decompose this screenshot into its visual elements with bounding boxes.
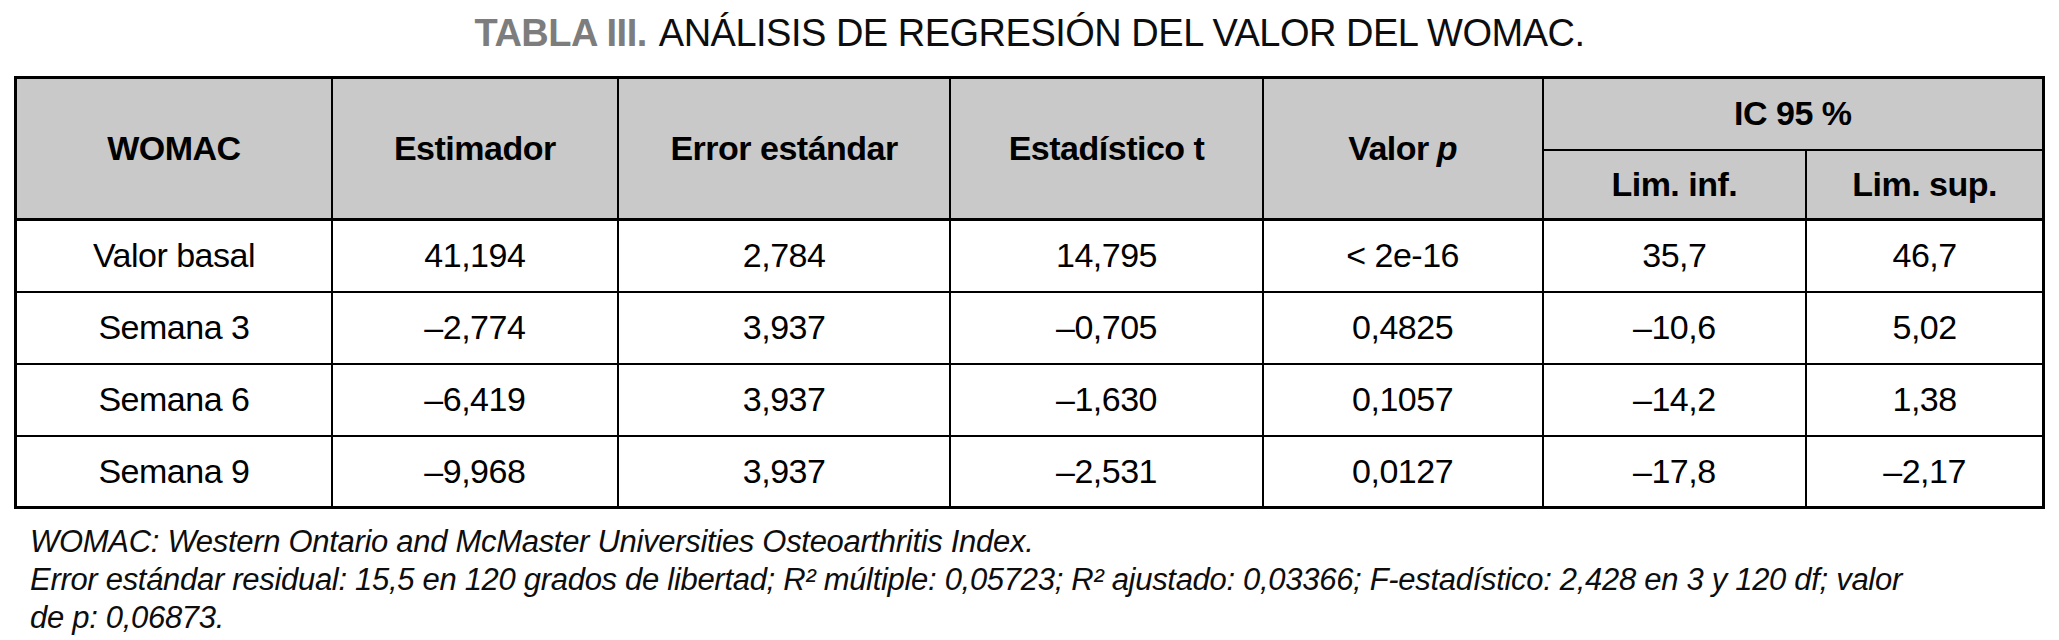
cell-valor-p: < 2e-16 [1263,220,1543,292]
regression-table: WOMAC Estimador Error estándar Estadísti… [14,76,2045,509]
cell-error-estandar: 3,937 [618,364,951,436]
footnote-regression-stats: Error estándar residual: 15,5 en 120 gra… [30,561,1910,637]
header-valor-p-prefix: Valor [1348,129,1429,167]
cell-lim-inf: –17,8 [1543,436,1807,508]
table-footnotes: WOMAC: Western Ontario and McMaster Univ… [30,523,1910,636]
table-number-label: TABLA III. [474,12,646,54]
header-ic95: IC 95 % [1543,78,2044,150]
cell-estadistico-t: –2,531 [950,436,1262,508]
table-row-semana-3: Semana 3 –2,774 3,937 –0,705 0,4825 –10,… [16,292,2044,364]
cell-error-estandar: 3,937 [618,292,951,364]
header-lim-sup: Lim. sup. [1806,150,2043,220]
cell-estimador: –2,774 [332,292,618,364]
cell-lim-sup: 5,02 [1806,292,2043,364]
table-row-semana-6: Semana 6 –6,419 3,937 –1,630 0,1057 –14,… [16,364,2044,436]
cell-lim-inf: –10,6 [1543,292,1807,364]
row-label: Valor basal [16,220,332,292]
table-row-valor-basal: Valor basal 41,194 2,784 14,795 < 2e-16 … [16,220,2044,292]
row-label: Semana 3 [16,292,332,364]
cell-lim-sup: 46,7 [1806,220,2043,292]
row-label: Semana 9 [16,436,332,508]
table-header: WOMAC Estimador Error estándar Estadísti… [16,78,2044,220]
table-caption-text: ANÁLISIS DE REGRESIÓN DEL VALOR DEL WOMA… [659,12,1585,54]
cell-estadistico-t: –1,630 [950,364,1262,436]
cell-valor-p: 0,0127 [1263,436,1543,508]
header-womac: WOMAC [16,78,332,220]
header-valor-p-symbol: p [1437,129,1457,167]
cell-estadistico-t: –0,705 [950,292,1262,364]
cell-estadistico-t: 14,795 [950,220,1262,292]
cell-error-estandar: 3,937 [618,436,951,508]
header-estadistico-t: Estadístico t [950,78,1262,220]
footnote-womac-definition: WOMAC: Western Ontario and McMaster Univ… [30,523,1910,561]
header-estimador: Estimador [332,78,618,220]
table-body: Valor basal 41,194 2,784 14,795 < 2e-16 … [16,220,2044,508]
cell-estimador: 41,194 [332,220,618,292]
cell-valor-p: 0,1057 [1263,364,1543,436]
header-lim-inf: Lim. inf. [1543,150,1807,220]
cell-estimador: –6,419 [332,364,618,436]
cell-error-estandar: 2,784 [618,220,951,292]
cell-lim-sup: –2,17 [1806,436,2043,508]
table-figure-page: TABLA III. ANÁLISIS DE REGRESIÓN DEL VALO… [0,0,2059,640]
cell-lim-inf: 35,7 [1543,220,1807,292]
header-error-estandar: Error estándar [618,78,951,220]
row-label: Semana 6 [16,364,332,436]
table-title: TABLA III. ANÁLISIS DE REGRESIÓN DEL VALO… [0,0,2059,55]
header-valor-p: Valorp [1263,78,1543,220]
table-row-semana-9: Semana 9 –9,968 3,937 –2,531 0,0127 –17,… [16,436,2044,508]
cell-valor-p: 0,4825 [1263,292,1543,364]
cell-lim-sup: 1,38 [1806,364,2043,436]
cell-estimador: –9,968 [332,436,618,508]
cell-lim-inf: –14,2 [1543,364,1807,436]
